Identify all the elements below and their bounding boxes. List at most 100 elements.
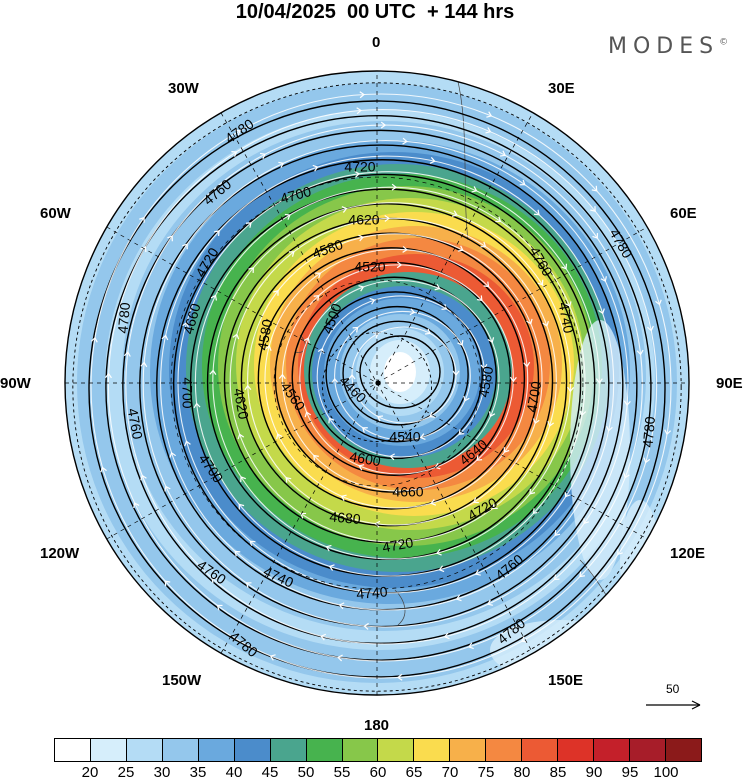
streamline-arrow [547,421,555,427]
streamline-arrow [519,179,526,186]
streamline-arrow [140,246,147,253]
streamline-arrow [328,417,335,424]
streamline-arrow [455,594,462,602]
streamline-arrow [304,411,312,418]
streamline-arrow [655,299,662,306]
streamline-arrow [452,370,460,376]
colorbar-swatch [594,739,630,761]
streamline-arrow [480,241,487,248]
streamline-arrow [565,301,572,308]
streamline-arrow [457,340,464,346]
contour-labels: 4780 4760 4720 4700 4620 4520 4580 4720 4660 4580… [114,115,658,660]
streamline-arrow [579,410,587,417]
contour-line [257,247,526,510]
arrow-right-icon [646,700,701,710]
streamline-arrow [278,373,286,380]
streamline-arrow [276,433,283,440]
streamline-arrow [623,400,631,407]
contour-dashed [321,331,433,443]
colorbar-swatch [378,739,415,761]
streamline-arrow [358,285,365,292]
lon-label-0: 0 [372,34,381,51]
map-border [64,70,690,696]
contour-line [240,232,540,527]
streamline-arrow [451,210,458,217]
streamline-arrow [248,267,254,273]
streamline-arrow [485,127,492,134]
streamline-arrow [374,520,381,528]
streamline-arrow [313,294,320,301]
streamline-arrow [123,351,131,357]
streamline-arrow [397,673,403,681]
streamline-arrow [419,433,426,440]
lat-lon-grid [65,71,689,695]
wind-band [384,352,416,392]
streamline-arrow [237,433,245,440]
streamline-arrow [357,587,364,595]
coastline [294,334,306,353]
colorbar-swatch [342,739,379,761]
lon-label-150e: 150E [548,672,584,689]
streamline-arrow [284,213,291,220]
streamline-arrow [590,206,596,212]
contour-label: 4740 [356,583,389,602]
streamline-arrow [235,129,241,136]
colorbar-swatch [126,739,163,761]
colorbar-swatch [90,739,127,761]
streamline-arrow [184,440,191,447]
streamline-arrow [430,499,437,506]
streamline-arrow [211,577,218,584]
streamline-arrow [636,349,644,356]
streamline-arrow [161,334,169,341]
streamline-arrow [471,186,478,193]
streamlines [90,91,672,681]
colorbar-tick-label: 80 [513,764,531,781]
streamline-arrow [164,580,171,587]
lon-label-180: 180 [364,717,390,734]
streamline-arrow [521,636,527,643]
streamline-arrow [391,183,398,191]
colorbar-swatch [630,739,666,761]
colorbar-swatch [665,739,701,761]
streamline [194,186,586,577]
contour-label: 4700 [279,183,313,207]
contour-line [291,276,497,476]
streamline-arrow [182,321,189,328]
streamline-arrow [372,332,379,339]
colorbar-tick-label: 55 [333,764,351,781]
streamline-arrow [209,369,217,375]
lon-label-30e: 30E [548,80,575,97]
copyright-mark: © [719,37,729,48]
contour-label: 4620 [231,387,252,421]
contour-dashed [72,82,682,692]
lon-label-30w: 30W [168,80,199,97]
streamline-arrow [643,457,651,464]
colorbar-swatch [306,739,343,761]
streamline [160,155,615,611]
contour-line [359,335,441,409]
streamline-arrow [434,283,441,291]
lon-label-120w: 120W [40,545,80,562]
streamline-arrow [231,150,238,157]
colorbar-tick-label: 90 [585,764,603,781]
streamline-arrow [361,427,368,433]
streamline [90,93,672,679]
streamline [247,233,543,526]
streamline-arrow [473,497,479,504]
streamline-arrow [244,384,252,391]
streamline-arrow [315,272,322,279]
streamline-arrow [358,464,365,471]
contour-line [105,114,652,661]
contour-label: 4540 [389,429,420,445]
streamline-arrow [377,415,384,422]
streamline-arrow [402,245,408,253]
contour-label: 4680 [329,508,362,527]
colorbar-tick-label: 20 [81,764,99,781]
streamline-arrow [338,602,345,610]
colorbar-swatch [270,739,307,761]
colorbar-swatch [522,739,559,761]
streamline-arrow [402,137,408,145]
colorbar-swatch [414,739,451,761]
streamline [316,295,486,458]
